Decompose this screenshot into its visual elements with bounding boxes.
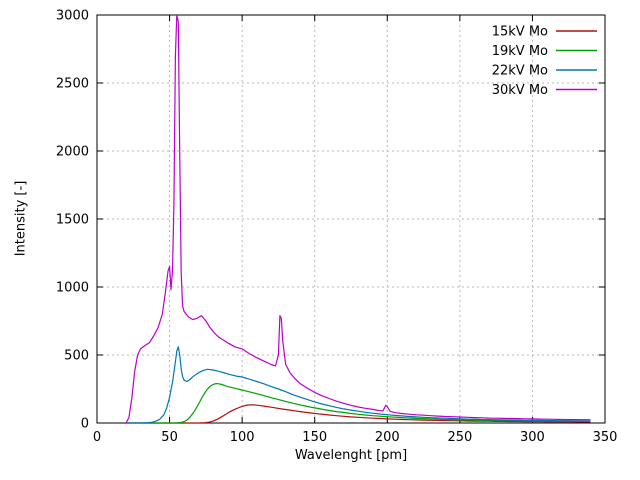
x-tick-label: 350 xyxy=(593,430,618,445)
x-tick-label: 250 xyxy=(447,430,472,445)
series-line-30kv-mo xyxy=(125,15,591,423)
x-tick-label: 200 xyxy=(375,430,400,445)
y-tick-label: 500 xyxy=(64,349,89,364)
x-tick-label: 300 xyxy=(520,430,545,445)
y-tick-label: 2500 xyxy=(56,77,89,92)
legend-label-19kv-mo: 19kV Mo xyxy=(492,44,548,59)
series-line-15kv-mo xyxy=(126,404,591,423)
series-line-19kv-mo xyxy=(126,383,591,423)
x-tick-label: 150 xyxy=(302,430,327,445)
y-tick-label: 2000 xyxy=(56,145,89,160)
legend-label-22kv-mo: 22kV Mo xyxy=(492,64,548,79)
legend-label-30kv-mo: 30kV Mo xyxy=(492,83,548,98)
x-axis-title: Wavelenght [pm] xyxy=(294,448,408,463)
y-tick-label: 1000 xyxy=(56,281,89,296)
legend-label-15kv-mo: 15kV Mo xyxy=(492,25,548,40)
x-tick-label: 100 xyxy=(230,430,255,445)
y-axis-title: Intensity [-] xyxy=(13,180,29,257)
x-tick-label: 50 xyxy=(161,430,178,445)
series-line-22kv-mo xyxy=(126,346,591,423)
y-tick-label: 0 xyxy=(81,417,89,432)
y-tick-label: 3000 xyxy=(56,9,89,24)
x-tick-label: 0 xyxy=(93,430,101,445)
y-tick-label: 1500 xyxy=(56,213,89,228)
